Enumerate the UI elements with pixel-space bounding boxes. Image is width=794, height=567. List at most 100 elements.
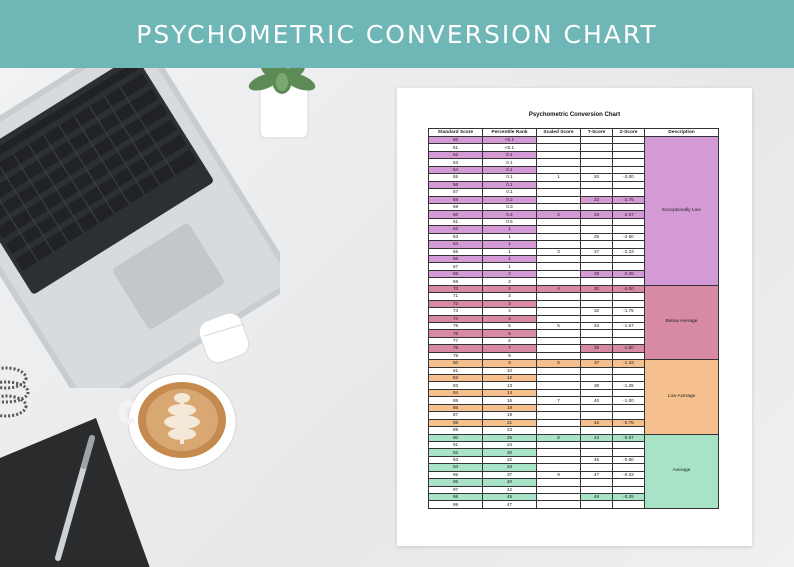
table-cell — [536, 314, 581, 323]
table-body: 50 <0.1 Exceptionally Low 51 <0.1 52 0.1 53 0.1 5… — [428, 135, 719, 509]
table-row: 52 0.1 — [428, 150, 719, 160]
table-cell — [580, 143, 613, 152]
table-cell: 88 — [428, 418, 483, 428]
table-cell: -2.25 — [612, 269, 645, 279]
pen-icon — [55, 435, 95, 561]
table-cell — [612, 366, 645, 376]
table-cell: 24 — [482, 440, 537, 450]
table-cell: 23 — [482, 426, 537, 435]
table-cell — [536, 195, 581, 204]
table-cell: 6 — [482, 336, 537, 346]
table-cell: 25 — [482, 433, 537, 442]
table-cell: -3.00 — [612, 173, 645, 182]
earbuds-icon — [198, 312, 250, 364]
table-cell: 2 — [536, 210, 581, 219]
table-cell — [536, 388, 581, 398]
header-banner: PSYCHOMETRIC CONVERSION CHART — [0, 0, 794, 68]
table-cell: 77 — [428, 336, 483, 346]
table-cell: 51 — [428, 143, 483, 152]
table-cell — [612, 329, 645, 338]
table-cell — [580, 440, 613, 450]
table-cell: 0.1 — [482, 180, 537, 190]
column-header: Scaled Score — [536, 128, 581, 137]
table-cell: -1.67 — [612, 321, 645, 331]
table-cell — [580, 373, 613, 383]
table-cell: 37 — [580, 359, 613, 368]
table-cell: -1.33 — [612, 359, 645, 368]
table-cell: 86 — [428, 403, 483, 413]
table-cell — [536, 180, 581, 190]
table-cell: -2.33 — [612, 247, 645, 257]
table-cell: 20 — [580, 173, 613, 182]
table-cell: 32 — [482, 455, 537, 465]
table-cell: 7 — [536, 396, 581, 405]
table-cell: 56 — [428, 180, 483, 190]
table-cell — [536, 277, 581, 286]
table-cell — [580, 500, 613, 509]
table-cell: 0.1 — [482, 150, 537, 160]
table-cell — [612, 254, 645, 264]
table-cell — [580, 292, 613, 301]
table-cell — [536, 418, 581, 428]
table-cell — [536, 202, 581, 212]
table-cell: -2.67 — [612, 210, 645, 219]
table-cell — [536, 344, 581, 353]
table-cell: -1.00 — [612, 396, 645, 405]
table-cell: 5 — [536, 321, 581, 331]
table-cell: 4 — [482, 307, 537, 316]
table-cell — [580, 135, 613, 145]
table-row: 99 47 — [428, 500, 719, 509]
table-cell: 2 — [482, 277, 537, 286]
table-cell: 84 — [428, 388, 483, 398]
description-cell: Low Average — [644, 359, 719, 435]
table-cell: 12 — [482, 373, 537, 383]
table-cell: 3 — [482, 292, 537, 301]
table-cell — [612, 448, 645, 457]
table-cell — [536, 135, 581, 145]
table-cell: 69 — [428, 277, 483, 286]
table-cell: 0.1 — [482, 158, 537, 167]
table-row: 70 2 4 30 -2.00 Below Average — [428, 284, 719, 361]
table-cell: 72 — [428, 299, 483, 309]
table-cell: 79 — [428, 351, 483, 361]
table-cell: 47 — [482, 500, 537, 509]
table-cell: 71 — [428, 292, 483, 301]
table-cell — [612, 351, 645, 361]
table-cell: 1 — [482, 232, 537, 242]
table-cell: 3 — [482, 299, 537, 309]
table-cell: -0.25 — [612, 492, 645, 502]
table-cell: -0.50 — [612, 455, 645, 465]
chart-document: Psychometric Conversion Chart Standard S… — [397, 88, 752, 546]
table-cell: 8 — [536, 433, 581, 442]
table-cell — [536, 292, 581, 301]
table-cell: -2.75 — [612, 195, 645, 204]
column-header: Description — [644, 128, 719, 137]
table-cell: 13 — [482, 381, 537, 390]
table-cell: 6 — [536, 359, 581, 368]
table-cell: 35 — [580, 344, 613, 353]
table-cell: 0.2 — [482, 195, 537, 204]
table-cell — [612, 262, 645, 271]
table-cell: 54 — [428, 165, 483, 175]
coffee-cup-icon — [118, 373, 237, 471]
table-cell — [536, 448, 581, 457]
table-cell — [612, 411, 645, 420]
table-cell — [612, 292, 645, 301]
table-cell: 40 — [580, 396, 613, 405]
table-cell: 34 — [482, 463, 537, 472]
description-cell: Average — [644, 433, 719, 509]
table-cell — [612, 426, 645, 435]
table-cell: -0.33 — [612, 470, 645, 480]
table-cell: 4 — [482, 314, 537, 323]
table-cell: 8 — [482, 351, 537, 361]
table-row: 59 0.3 — [428, 202, 719, 212]
table-cell: 1 — [536, 173, 581, 182]
table-cell: 83 — [428, 381, 483, 390]
table-cell: 45 — [580, 455, 613, 465]
table-cell — [580, 165, 613, 175]
table-cell — [536, 500, 581, 509]
table-cell: 66 — [428, 254, 483, 264]
table-cell: 93 — [428, 455, 483, 465]
table-cell: 50 — [428, 135, 483, 145]
table-cell: -0.67 — [612, 433, 645, 442]
